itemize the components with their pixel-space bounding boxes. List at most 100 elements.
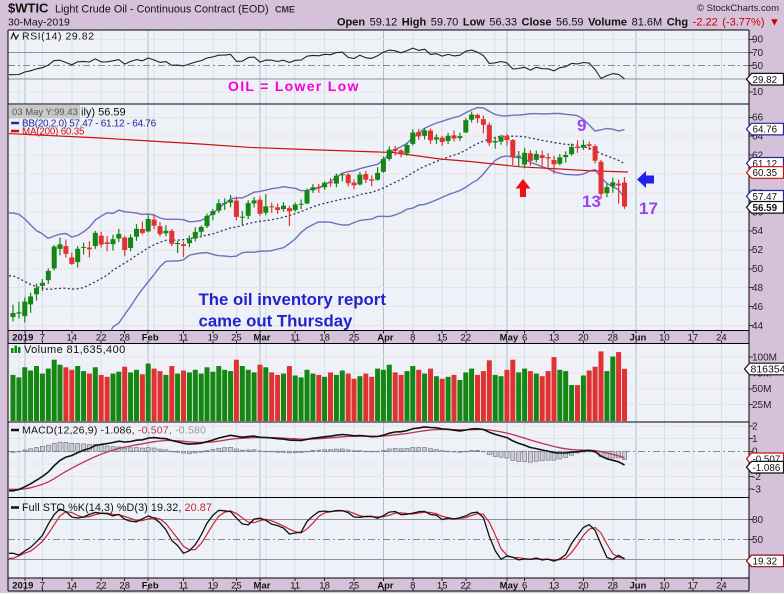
svg-text:Mar: Mar xyxy=(254,333,271,344)
svg-text:8: 8 xyxy=(410,581,415,592)
svg-text:1: 1 xyxy=(752,434,758,445)
svg-text:62: 62 xyxy=(752,151,764,162)
svg-text:50: 50 xyxy=(752,61,764,72)
svg-text:44: 44 xyxy=(752,321,764,332)
svg-text:15: 15 xyxy=(437,333,448,344)
svg-text:20: 20 xyxy=(578,581,589,592)
svg-text:came out Thursday: came out Thursday xyxy=(199,311,354,330)
svg-text:48: 48 xyxy=(752,283,764,294)
svg-text:7: 7 xyxy=(40,581,45,592)
svg-text:25: 25 xyxy=(231,333,242,344)
svg-text:Feb: Feb xyxy=(142,333,159,344)
svg-text:14: 14 xyxy=(67,333,78,344)
svg-text:May: May xyxy=(500,581,519,592)
svg-text:MA(200) 60.35: MA(200) 60.35 xyxy=(22,127,85,138)
svg-text:-0.507: -0.507 xyxy=(753,454,781,465)
svg-text:CME: CME xyxy=(275,5,295,15)
svg-text:816354: 816354 xyxy=(751,364,784,376)
svg-text:2019: 2019 xyxy=(12,581,33,592)
svg-text:MACD(12,26,9) -1.086, -0.507,: MACD(12,26,9) -1.086, -0.507, -0.580 xyxy=(22,425,206,437)
svg-text:BB(20,2.0) 57.47 - 61.12 - 64.: BB(20,2.0) 57.47 - 61.12 - 64.76 xyxy=(22,119,157,130)
svg-text:8: 8 xyxy=(410,333,415,344)
svg-text:Apr: Apr xyxy=(377,581,394,592)
svg-text:46: 46 xyxy=(752,302,764,313)
svg-text:Open 59.12 High 59.70 Low 56.3: Open 59.12 High 59.70 Low 56.33 Close 56… xyxy=(337,17,780,29)
svg-text:Apr: Apr xyxy=(377,333,394,344)
svg-text:17: 17 xyxy=(688,581,699,592)
svg-text:10: 10 xyxy=(659,581,670,592)
svg-text:03 May Y:99.43: 03 May Y:99.43 xyxy=(12,107,78,118)
svg-text:Mar: Mar xyxy=(254,581,271,592)
svg-text:100M: 100M xyxy=(752,352,777,363)
svg-text:2019: 2019 xyxy=(12,333,33,344)
svg-text:64.76: 64.76 xyxy=(753,125,778,136)
svg-text:60.35: 60.35 xyxy=(753,168,778,179)
svg-text:90: 90 xyxy=(752,35,764,46)
svg-text:Full STO %K(14,3) %D(3) 19.32,: Full STO %K(14,3) %D(3) 19.32, 20.87 xyxy=(22,502,212,514)
svg-text:-3: -3 xyxy=(752,484,761,495)
svg-text:19.32: 19.32 xyxy=(753,557,778,568)
svg-text:14: 14 xyxy=(67,581,78,592)
svg-text:54: 54 xyxy=(752,226,764,237)
svg-text:11: 11 xyxy=(179,333,189,344)
svg-text:9: 9 xyxy=(577,116,586,135)
svg-text:$WTIC: $WTIC xyxy=(8,1,49,16)
svg-text:24: 24 xyxy=(716,333,727,344)
svg-text:25: 25 xyxy=(231,581,242,592)
svg-text:50: 50 xyxy=(752,535,764,546)
svg-text:29.82: 29.82 xyxy=(753,75,778,86)
svg-text:56.59: 56.59 xyxy=(753,203,778,214)
svg-text:May: May xyxy=(500,333,519,344)
svg-text:25: 25 xyxy=(349,581,360,592)
svg-text:13: 13 xyxy=(549,581,560,592)
svg-text:18: 18 xyxy=(319,333,330,344)
svg-text:19: 19 xyxy=(208,581,219,592)
svg-text:11: 11 xyxy=(290,581,300,592)
svg-text:15: 15 xyxy=(437,581,448,592)
svg-text:11: 11 xyxy=(179,581,189,592)
svg-text:6: 6 xyxy=(522,333,527,344)
svg-text:22: 22 xyxy=(461,581,472,592)
svg-text:Feb: Feb xyxy=(142,581,159,592)
svg-text:64: 64 xyxy=(752,132,764,143)
svg-text:17: 17 xyxy=(639,199,658,218)
svg-text:OIL = Lower Low: OIL = Lower Low xyxy=(228,78,360,94)
svg-text:50: 50 xyxy=(752,264,764,275)
svg-text:20: 20 xyxy=(578,333,589,344)
svg-text:57.47: 57.47 xyxy=(753,192,778,203)
svg-text:28: 28 xyxy=(119,333,130,344)
svg-text:17: 17 xyxy=(688,333,699,344)
svg-text:70: 70 xyxy=(752,48,764,59)
svg-text:RSI(14) 29.82: RSI(14) 29.82 xyxy=(22,31,95,43)
svg-text:0: 0 xyxy=(752,447,758,458)
svg-text:Light Crude Oil - Continuous C: Light Crude Oil - Continuous Contract (E… xyxy=(55,4,269,16)
svg-text:28: 28 xyxy=(119,581,130,592)
svg-text:Jun: Jun xyxy=(629,581,646,592)
svg-text:22: 22 xyxy=(96,581,107,592)
svg-text:Volume 81,635,400: Volume 81,635,400 xyxy=(24,344,126,356)
svg-text:22: 22 xyxy=(461,333,472,344)
svg-text:-1.086: -1.086 xyxy=(753,463,781,474)
svg-text:30-May-2019: 30-May-2019 xyxy=(8,17,70,29)
svg-text:10: 10 xyxy=(659,333,670,344)
svg-text:52: 52 xyxy=(752,245,764,256)
svg-text:13: 13 xyxy=(549,333,560,344)
svg-text:19: 19 xyxy=(208,333,219,344)
svg-text:7: 7 xyxy=(40,333,45,344)
svg-text:28: 28 xyxy=(608,333,619,344)
svg-text:ily) 56.59: ily) 56.59 xyxy=(81,107,126,119)
svg-text:2: 2 xyxy=(752,421,758,432)
svg-text:22: 22 xyxy=(96,333,107,344)
svg-text:6: 6 xyxy=(522,581,527,592)
svg-text:66: 66 xyxy=(752,113,764,124)
svg-text:Jun: Jun xyxy=(629,333,646,344)
svg-text:11: 11 xyxy=(290,333,300,344)
svg-text:-2: -2 xyxy=(752,472,761,483)
svg-text:25M: 25M xyxy=(752,400,771,411)
svg-text:25: 25 xyxy=(349,333,360,344)
svg-text:28: 28 xyxy=(608,581,619,592)
svg-text:10: 10 xyxy=(752,87,764,98)
svg-text:13: 13 xyxy=(582,192,601,211)
svg-text:18: 18 xyxy=(319,581,330,592)
svg-text:The oil inventory report: The oil inventory report xyxy=(199,290,387,309)
